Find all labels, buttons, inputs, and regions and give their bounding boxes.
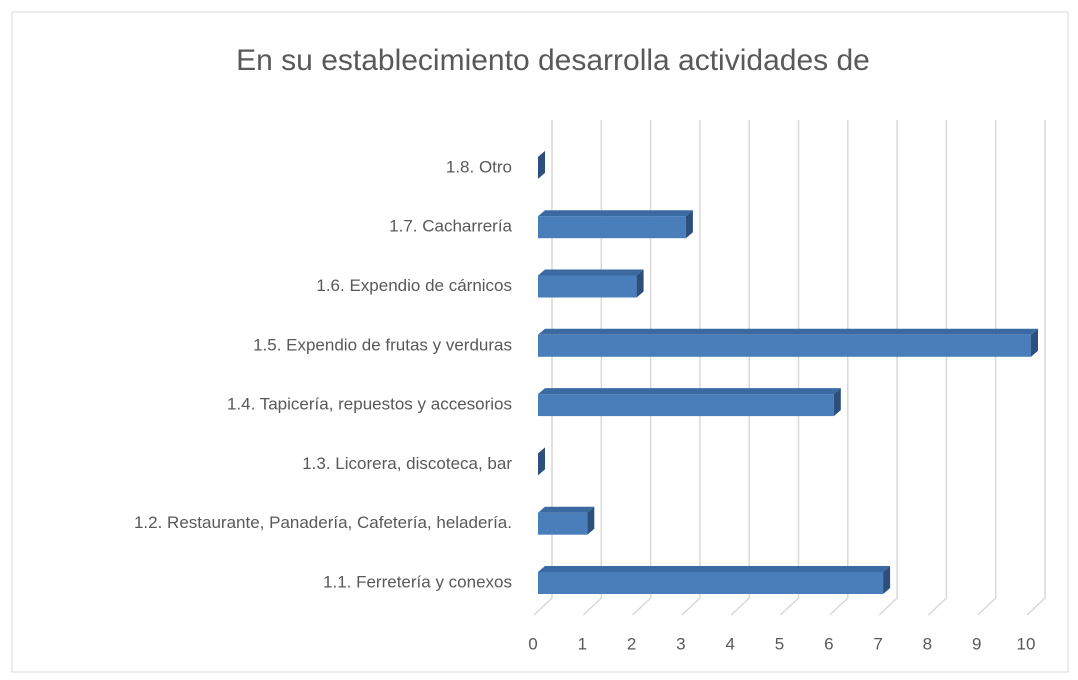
bar-top: [538, 388, 841, 395]
grid-line: [977, 120, 997, 616]
y-tick-label: 1.6. Expendio de cárnicos: [316, 276, 512, 295]
bar: [538, 572, 884, 594]
bar-side: [587, 506, 595, 535]
x-tick-label: 10: [1017, 634, 1036, 653]
y-tick-label: 1.1. Ferretería y conexos: [323, 572, 512, 591]
bar: [538, 394, 834, 417]
bar-side: [685, 210, 693, 239]
grid-line: [1026, 120, 1046, 616]
bar-side: [538, 447, 545, 476]
grid-line: [927, 120, 948, 616]
x-tick-label: 4: [725, 634, 734, 653]
bar-top: [538, 328, 1038, 335]
bar-top: [538, 506, 595, 513]
grid-line: [829, 120, 849, 616]
x-tick-label: 8: [923, 634, 932, 653]
x-tick-label: 1: [578, 634, 587, 653]
y-tick-label: 1.8. Otro: [446, 157, 512, 176]
bar-side: [636, 269, 644, 298]
bar: [538, 216, 686, 239]
x-tick-label: 6: [824, 634, 833, 653]
bar-top: [538, 269, 644, 276]
y-tick-label: 1.4. Tapicería, repuestos y accesorios: [227, 395, 512, 414]
y-tick-label: 1.7. Cacharrería: [389, 217, 512, 236]
bar: [538, 275, 637, 298]
chart-title: En su establecimiento desarrolla activid…: [236, 44, 870, 77]
bar-side: [883, 566, 891, 594]
x-tick-label: 0: [528, 634, 537, 653]
bar-side: [538, 150, 545, 179]
bar-top: [538, 210, 693, 217]
y-tick-label: 1.3. Licorera, discoteca, bar: [302, 454, 512, 473]
x-tick-label: 5: [775, 634, 784, 653]
bar: [538, 334, 1031, 357]
bar-side: [1031, 328, 1038, 357]
x-tick-label: 3: [676, 634, 685, 653]
grid-line: [730, 120, 750, 616]
bar-side: [833, 388, 841, 417]
bar: [538, 512, 588, 535]
grid-line: [878, 120, 898, 616]
x-tick-label: 9: [972, 634, 981, 653]
x-tick-label: 2: [627, 634, 636, 653]
bar-top: [538, 566, 891, 572]
y-tick-label: 1.5. Expendio de frutas y verduras: [253, 335, 512, 354]
x-tick-label: 7: [873, 634, 882, 653]
grid-line: [779, 120, 800, 616]
grid-line: [681, 120, 701, 616]
y-tick-label: 1.2. Restaurante, Panadería, Cafetería, …: [134, 513, 512, 532]
grid-line: [632, 120, 652, 616]
